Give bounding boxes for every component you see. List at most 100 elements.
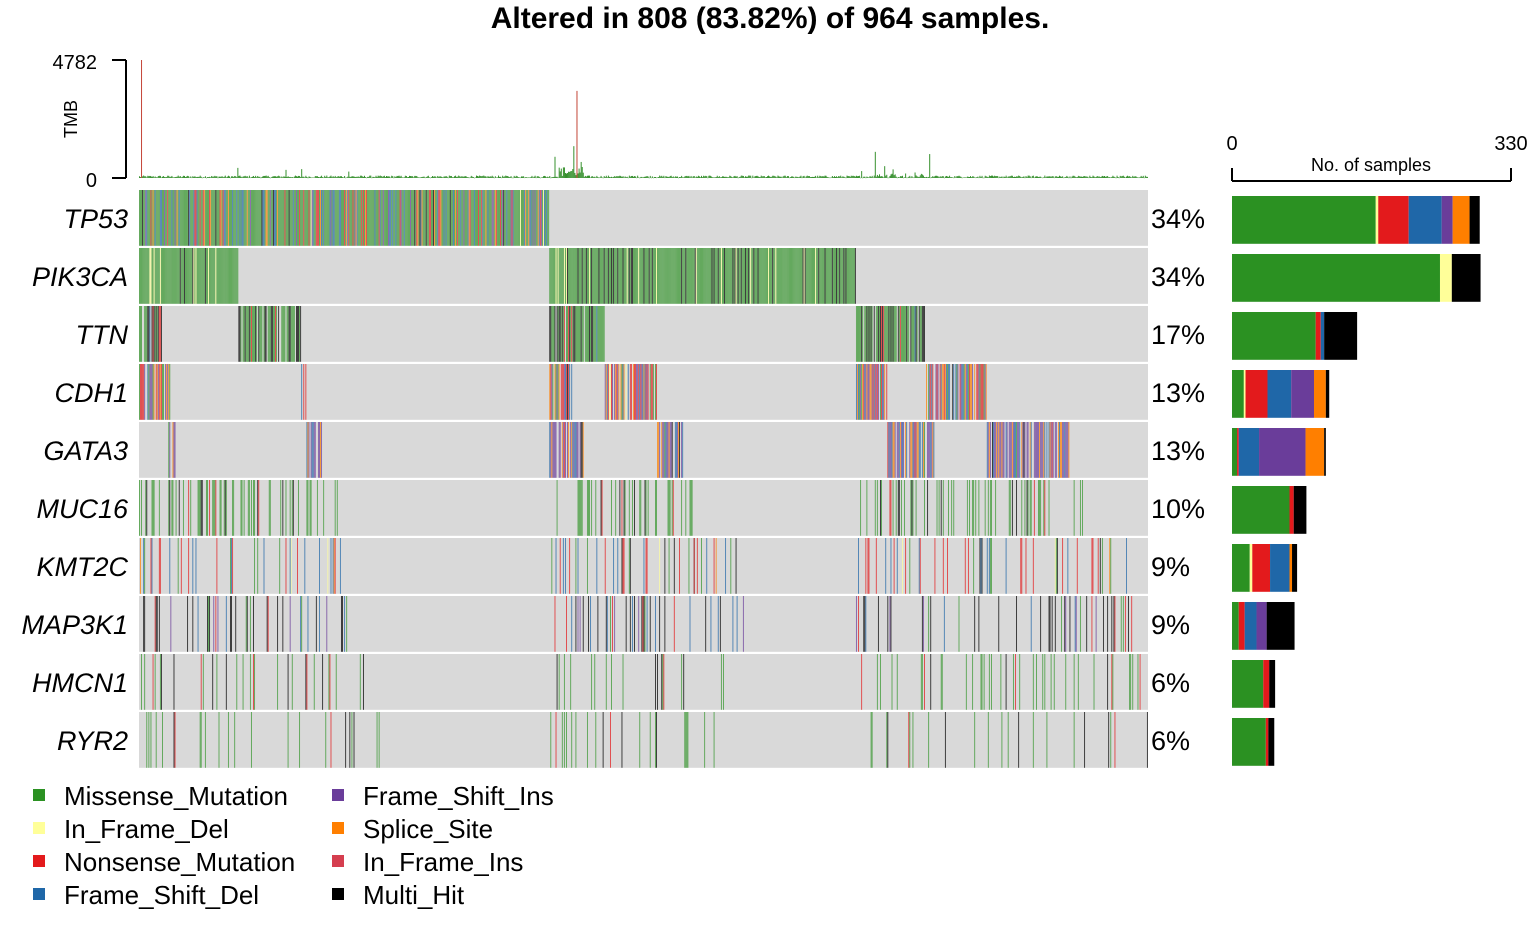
mutation-cell <box>885 306 887 362</box>
mutation-cell <box>442 190 444 246</box>
tmb-bar <box>336 176 338 178</box>
tmb-bar <box>863 176 865 178</box>
mutation-cell <box>177 248 179 304</box>
tmb-bar <box>585 176 587 178</box>
mutation-cell <box>152 480 154 536</box>
mutation-cell <box>716 248 718 304</box>
mutation-cell <box>805 248 807 304</box>
tmb-bar <box>909 175 911 178</box>
side-bar-segment <box>1256 602 1267 650</box>
tmb-bar <box>1086 176 1088 178</box>
tmb-bar <box>824 175 826 178</box>
mutation-cell <box>274 190 275 246</box>
mutation-cell <box>970 364 971 420</box>
side-bar-segment <box>1268 718 1275 766</box>
mutation-cell <box>396 190 398 246</box>
mutation-cell <box>411 190 413 246</box>
mutation-cell <box>930 422 932 478</box>
mutation-cell <box>578 480 580 536</box>
tmb-bar <box>663 175 665 178</box>
mutation-cell <box>645 538 647 594</box>
tmb-bar <box>684 176 686 178</box>
tmb-bar <box>1091 177 1093 178</box>
tmb-bar <box>529 177 531 179</box>
side-bar-segment <box>1259 428 1306 476</box>
mutation-cell <box>272 306 274 362</box>
tmb-bar <box>308 176 310 178</box>
mutation-cell <box>1015 422 1016 478</box>
tmb-bar <box>524 177 526 179</box>
mutation-cell <box>674 422 676 478</box>
mutation-cell <box>601 306 603 362</box>
mutation-cell <box>208 190 209 246</box>
mutation-cell <box>297 306 298 362</box>
mutation-cell <box>157 306 159 362</box>
mutation-cell <box>362 190 364 246</box>
tmb-bar <box>786 176 788 178</box>
mutation-cell <box>1073 712 1075 768</box>
tmb-bar <box>1078 176 1080 178</box>
tmb-bar <box>517 177 519 178</box>
tmb-bar <box>594 176 596 178</box>
tmb-bar <box>267 175 269 178</box>
tmb-bar <box>615 176 617 178</box>
tmb-bar <box>796 176 798 178</box>
mutation-cell <box>267 596 269 652</box>
tmb-bar <box>203 177 205 178</box>
mutation-cell <box>610 364 611 420</box>
mutation-cell <box>1054 422 1056 478</box>
mutation-cell <box>141 248 142 304</box>
tmb-bar <box>442 177 444 178</box>
mutation-cell <box>673 538 675 594</box>
mutation-cell <box>852 248 854 304</box>
mutation-cell <box>172 480 174 536</box>
mutation-cell <box>741 248 743 304</box>
mutation-cell <box>911 480 913 536</box>
tmb-bar <box>995 176 997 178</box>
tmb-bar <box>291 177 293 178</box>
mutation-cell <box>277 596 279 652</box>
mutation-cell <box>192 538 194 594</box>
percent-label: 34% <box>1151 204 1205 234</box>
tmb-bar <box>1122 175 1124 178</box>
mutation-cell <box>978 480 980 536</box>
tmb-bar <box>1074 176 1076 178</box>
mutation-cell <box>1109 538 1111 594</box>
mutation-cell <box>616 248 618 304</box>
mutation-cell <box>898 480 900 536</box>
mutation-cell <box>357 190 359 246</box>
tmb-bar <box>962 177 964 178</box>
mutation-cell <box>579 596 581 652</box>
tmb-bar <box>298 175 300 178</box>
tmb-bar <box>525 177 527 178</box>
mutation-cell <box>262 190 264 246</box>
tmb-bar <box>666 176 668 178</box>
mutation-cell <box>568 306 570 362</box>
mutation-cell <box>896 538 898 594</box>
mutation-cell <box>158 364 160 420</box>
tmb-bar <box>196 176 198 178</box>
mutation-cell <box>150 538 152 594</box>
mutation-cell <box>164 248 166 304</box>
mutation-cell <box>157 248 159 304</box>
mutation-cell <box>502 190 504 246</box>
mutation-cell <box>988 538 990 594</box>
mutation-cell <box>359 190 361 246</box>
mutation-cell <box>549 422 551 478</box>
tmb-bar <box>1129 176 1131 178</box>
mutation-cell <box>319 422 320 478</box>
mutation-cell <box>927 480 929 536</box>
mutation-cell <box>611 480 612 536</box>
tmb-bar <box>920 173 922 178</box>
legend-label: Multi_Hit <box>363 880 465 910</box>
tmb-bar <box>812 176 813 178</box>
mutation-cell <box>863 596 865 652</box>
mutation-cell <box>404 190 406 246</box>
mutation-cell <box>186 248 187 304</box>
mutation-cell <box>858 538 859 594</box>
mutation-cell <box>640 364 642 420</box>
mutation-cell <box>546 190 548 246</box>
mutation-cell <box>1032 712 1034 768</box>
tmb-bar <box>1027 175 1029 178</box>
mutation-cell <box>506 190 508 246</box>
